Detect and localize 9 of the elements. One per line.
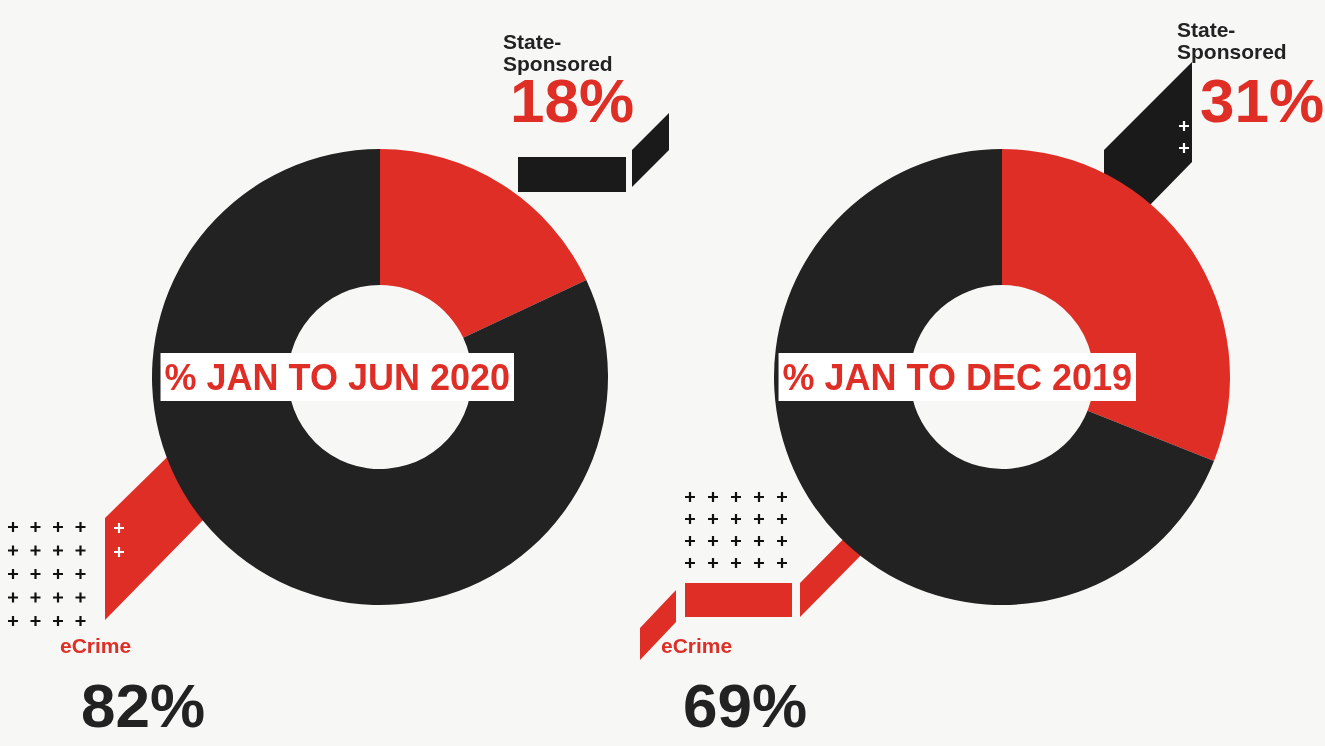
text: % JAN TO JUN 2020 <box>164 356 510 398</box>
data-label: 82% <box>80 670 206 740</box>
slice-label: eCrime <box>60 633 132 657</box>
text: % JAN TO DEC 2019 <box>782 356 1132 398</box>
slice-label: State-Sponsored <box>503 29 613 75</box>
data-label: 31% <box>1199 65 1325 135</box>
slice-label: eCrime <box>661 633 733 657</box>
data-label: 69% <box>682 670 808 740</box>
slice-label: State-Sponsored <box>1177 17 1287 63</box>
